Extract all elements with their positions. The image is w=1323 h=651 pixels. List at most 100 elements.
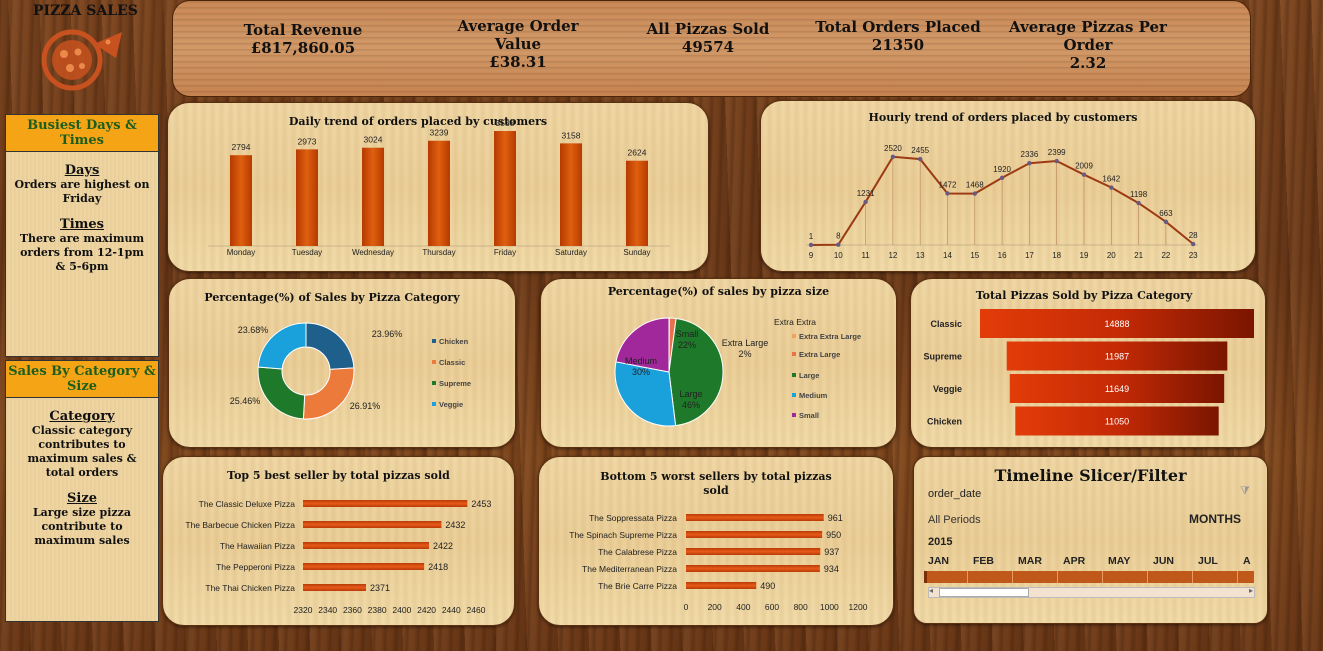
slicer-title: Timeline Slicer/Filter: [994, 466, 1187, 485]
slicer-month-feb[interactable]: FEB: [973, 555, 994, 567]
legend-swatch: [792, 373, 796, 377]
top5-chart: 2453 The Classic Deluxe Pizza 2432 The Barb…: [185, 499, 491, 615]
bottom5-bar: [686, 565, 820, 572]
timeline-slicer[interactable]: Timeline Slicer/Filter order_date ⧩ All …: [913, 456, 1268, 624]
hourly-tick-label: 16: [998, 251, 1007, 260]
size-pct-chart: Extra Large2%Large46%Medium30%Small22%Ex…: [614, 317, 861, 427]
category-data-label: 23.68%: [238, 325, 269, 335]
bottom5-tick-label: The Spinach Supreme Pizza: [569, 530, 677, 540]
hourly-tick-label: 15: [970, 251, 979, 260]
size-data-label: Extra Large: [722, 338, 769, 348]
slicer-month-jan[interactable]: JAN: [928, 555, 950, 567]
hourly-data-label: 8: [836, 232, 841, 241]
category-data-label: 26.91%: [350, 401, 381, 411]
hourly-tick-label: 20: [1107, 251, 1116, 260]
size-pct-panel: Percentage(%) of sales by pizza size Ext…: [540, 278, 897, 448]
slicer-month-a[interactable]: A: [1243, 555, 1251, 567]
top5-bar: [303, 500, 468, 507]
size-data-label: 30%: [632, 367, 650, 377]
legend-swatch: [792, 334, 796, 338]
hourly-point: [1136, 200, 1141, 206]
size-pct-title: Percentage(%) of sales by pizza size: [607, 285, 830, 298]
legend-swatch: [792, 352, 796, 356]
top5-title: Top 5 best seller by total pizzas sold: [227, 469, 450, 482]
hourly-data-label: 1: [809, 232, 814, 241]
hourly-point: [890, 154, 896, 159]
slicer-month-mar[interactable]: MAR: [1018, 555, 1042, 567]
daily-data-label: 3538: [496, 118, 515, 128]
hourly-tick-label: 22: [1161, 251, 1170, 260]
busiest-days-card: Busiest Days & Times Days Orders are hig…: [5, 114, 159, 357]
hourly-tick-label: 14: [943, 251, 952, 260]
legend-label: Extra Large: [799, 350, 840, 359]
category-sold-chart: 14888 Classic 11987 Supreme 11649 Veggie 11050…: [923, 309, 1254, 436]
category-sold-bar: [980, 309, 1254, 338]
bottom5-axis-tick: 600: [765, 602, 779, 612]
bottom5-axis-tick: 1200: [849, 602, 868, 612]
daily-data-label: 2624: [628, 148, 647, 158]
category-data-label: 25.46%: [230, 396, 261, 406]
kpi-bar: Total Revenue £817,860.05 Average Order …: [172, 0, 1251, 97]
bottom5-data-label: 961: [828, 513, 843, 523]
category-sold-tick-label: Chicken: [927, 417, 962, 427]
category-sold-title: Total Pizzas Sold by Pizza Category: [975, 289, 1193, 302]
hourly-tick-label: 21: [1134, 251, 1143, 260]
slicer-unit-dropdown[interactable]: MONTHS: [1189, 512, 1241, 526]
category-pct-title: Percentage(%) of Sales by Pizza Category: [204, 291, 460, 304]
category-slice-chicken: [305, 322, 355, 370]
daily-data-label: 2794: [232, 142, 251, 152]
hourly-data-label: 663: [1159, 209, 1173, 218]
filter-clear-icon[interactable]: ⧩: [1240, 485, 1250, 497]
legend-swatch: [432, 360, 436, 364]
scroll-right-icon[interactable]: ▸: [1248, 586, 1253, 595]
bottom5-tick-label: The Mediterranean Pizza: [582, 564, 677, 574]
top5-data-label: 2371: [370, 583, 390, 593]
slicer-month-jun[interactable]: JUN: [1153, 555, 1175, 567]
top5-data-label: 2453: [471, 499, 491, 509]
category-sold-bar: [1009, 374, 1225, 403]
daily-data-label: 3239: [430, 128, 449, 138]
bottom5-bar: [686, 514, 824, 521]
slicer-month-apr[interactable]: APR: [1063, 555, 1086, 567]
daily-bar: [560, 143, 582, 246]
slicer-scrollbar[interactable]: ◂ ▸: [928, 586, 1255, 598]
kpi-average-order-value: Average Order Value £38.31: [438, 17, 598, 71]
size-data-label: 22%: [678, 340, 696, 350]
bottom5-tick-label: The Brie Carre Pizza: [598, 581, 677, 591]
top5-tick-label: The Pepperoni Pizza: [216, 562, 295, 572]
category-sold-tick-label: Supreme: [923, 352, 962, 362]
daily-tick-label: Wednesday: [352, 248, 394, 257]
hourly-point: [999, 175, 1005, 180]
kpi-value: 2.32: [1069, 54, 1107, 72]
bottom5-data-label: 950: [826, 530, 841, 540]
kpi-label: Average Pizzas Per Order: [1009, 18, 1167, 54]
bottom5-axis-tick: 400: [736, 602, 750, 612]
hourly-point: [1027, 161, 1032, 166]
bottom5-tick-label: The Calabrese Pizza: [598, 547, 677, 557]
hourly-data-label: 1231: [857, 189, 875, 198]
top5-panel: Top 5 best seller by total pizzas sold 2…: [162, 456, 515, 626]
size-data-label: 46%: [682, 400, 700, 410]
kpi-all-pizzas-sold: All Pizzas Sold 49574: [623, 20, 793, 56]
hourly-tick-label: 18: [1052, 251, 1061, 260]
bottom5-bar: [686, 582, 757, 589]
bottom5-bar: [686, 548, 821, 555]
kpi-label: Average Order Value: [457, 17, 579, 53]
slicer-month-may[interactable]: MAY: [1108, 555, 1131, 567]
slicer-month-jul[interactable]: JUL: [1198, 555, 1218, 567]
scroll-left-icon[interactable]: ◂: [929, 586, 934, 595]
busiest-header: Busiest Days & Times: [6, 115, 158, 152]
slicer-timeline-bar[interactable]: [924, 571, 1254, 583]
bottom5-data-label: 937: [824, 547, 839, 557]
size-title: Size: [67, 491, 97, 506]
hourly-tick-label: 11: [861, 251, 870, 260]
hourly-point: [1109, 185, 1114, 190]
legend-label: Extra Extra Large: [799, 332, 861, 341]
bottom5-axis-tick: 0: [684, 602, 689, 612]
legend-swatch: [432, 381, 436, 385]
hourly-point: [972, 191, 977, 196]
category-pct-panel: Percentage(%) of Sales by Pizza Category…: [168, 278, 516, 448]
daily-bar: [626, 160, 648, 246]
scroll-thumb[interactable]: [939, 588, 1029, 597]
top5-data-label: 2432: [445, 520, 465, 530]
